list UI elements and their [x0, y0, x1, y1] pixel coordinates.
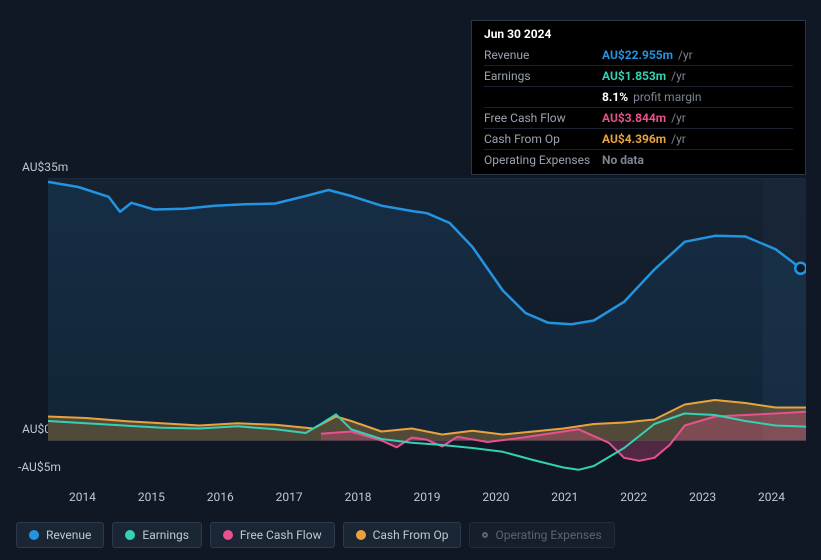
legend-opex[interactable]: Operating Expenses — [469, 522, 614, 548]
legend-label: Operating Expenses — [495, 528, 601, 542]
x-tick-label: 2014 — [48, 490, 117, 510]
tooltip-value: No data — [602, 153, 646, 167]
tooltip-row: Cash From OpAU$4.396m /yr — [484, 128, 793, 149]
tooltip-row: EarningsAU$1.853m /yr — [484, 65, 793, 86]
x-tick-label: 2016 — [186, 490, 255, 510]
x-tick-label: 2015 — [117, 490, 186, 510]
tooltip-row: RevenueAU$22.955m /yr — [484, 45, 793, 65]
x-tick-label: 2021 — [530, 490, 599, 510]
tooltip-label: Cash From Op — [484, 132, 602, 146]
tooltip-label — [484, 90, 602, 104]
legend-cfo[interactable]: Cash From Op — [343, 522, 462, 548]
legend: Revenue Earnings Free Cash Flow Cash From O… — [16, 522, 615, 548]
tooltip-value: AU$3.844m /yr — [602, 111, 686, 125]
tooltip-label: Operating Expenses — [484, 153, 602, 167]
tooltip-label: Earnings — [484, 69, 602, 83]
legend-dot-icon — [125, 530, 135, 540]
legend-fcf[interactable]: Free Cash Flow — [210, 522, 335, 548]
legend-earnings[interactable]: Earnings — [112, 522, 202, 548]
x-tick-label: 2024 — [737, 490, 806, 510]
legend-label: Earnings — [142, 528, 189, 542]
hover-tooltip: Jun 30 2024 RevenueAU$22.955m /yrEarning… — [471, 20, 806, 175]
x-tick-label: 2022 — [599, 490, 668, 510]
tooltip-value: AU$22.955m /yr — [602, 48, 693, 62]
y-axis-zero: AU$0 — [22, 422, 51, 436]
legend-revenue[interactable]: Revenue — [16, 522, 104, 548]
tooltip-label: Revenue — [484, 48, 602, 62]
earnings-revenue-chart[interactable] — [48, 178, 806, 478]
legend-dot-icon — [482, 532, 488, 538]
legend-dot-icon — [356, 530, 366, 540]
tooltip-row: Free Cash FlowAU$3.844m /yr — [484, 107, 793, 128]
tooltip-value: AU$1.853m /yr — [602, 69, 686, 83]
x-tick-label: 2023 — [668, 490, 737, 510]
tooltip-date: Jun 30 2024 — [484, 27, 793, 41]
tooltip-label: Free Cash Flow — [484, 111, 602, 125]
legend-label: Revenue — [46, 528, 91, 542]
tooltip-value: 8.1% profit margin — [602, 90, 701, 104]
tooltip-row: Operating ExpensesNo data — [484, 149, 793, 170]
tooltip-row: 8.1% profit margin — [484, 86, 793, 107]
x-tick-label: 2018 — [324, 490, 393, 510]
legend-dot-icon — [223, 530, 233, 540]
legend-dot-icon — [29, 530, 39, 540]
legend-label: Cash From Op — [373, 528, 449, 542]
tooltip-value: AU$4.396m /yr — [602, 132, 686, 146]
x-axis: 2014201520162017201820192020202120222023… — [48, 490, 806, 510]
x-tick-label: 2019 — [393, 490, 462, 510]
legend-label: Free Cash Flow — [240, 528, 322, 542]
x-tick-label: 2017 — [255, 490, 324, 510]
y-axis-max: AU$35m — [22, 160, 68, 174]
x-tick-label: 2020 — [461, 490, 530, 510]
